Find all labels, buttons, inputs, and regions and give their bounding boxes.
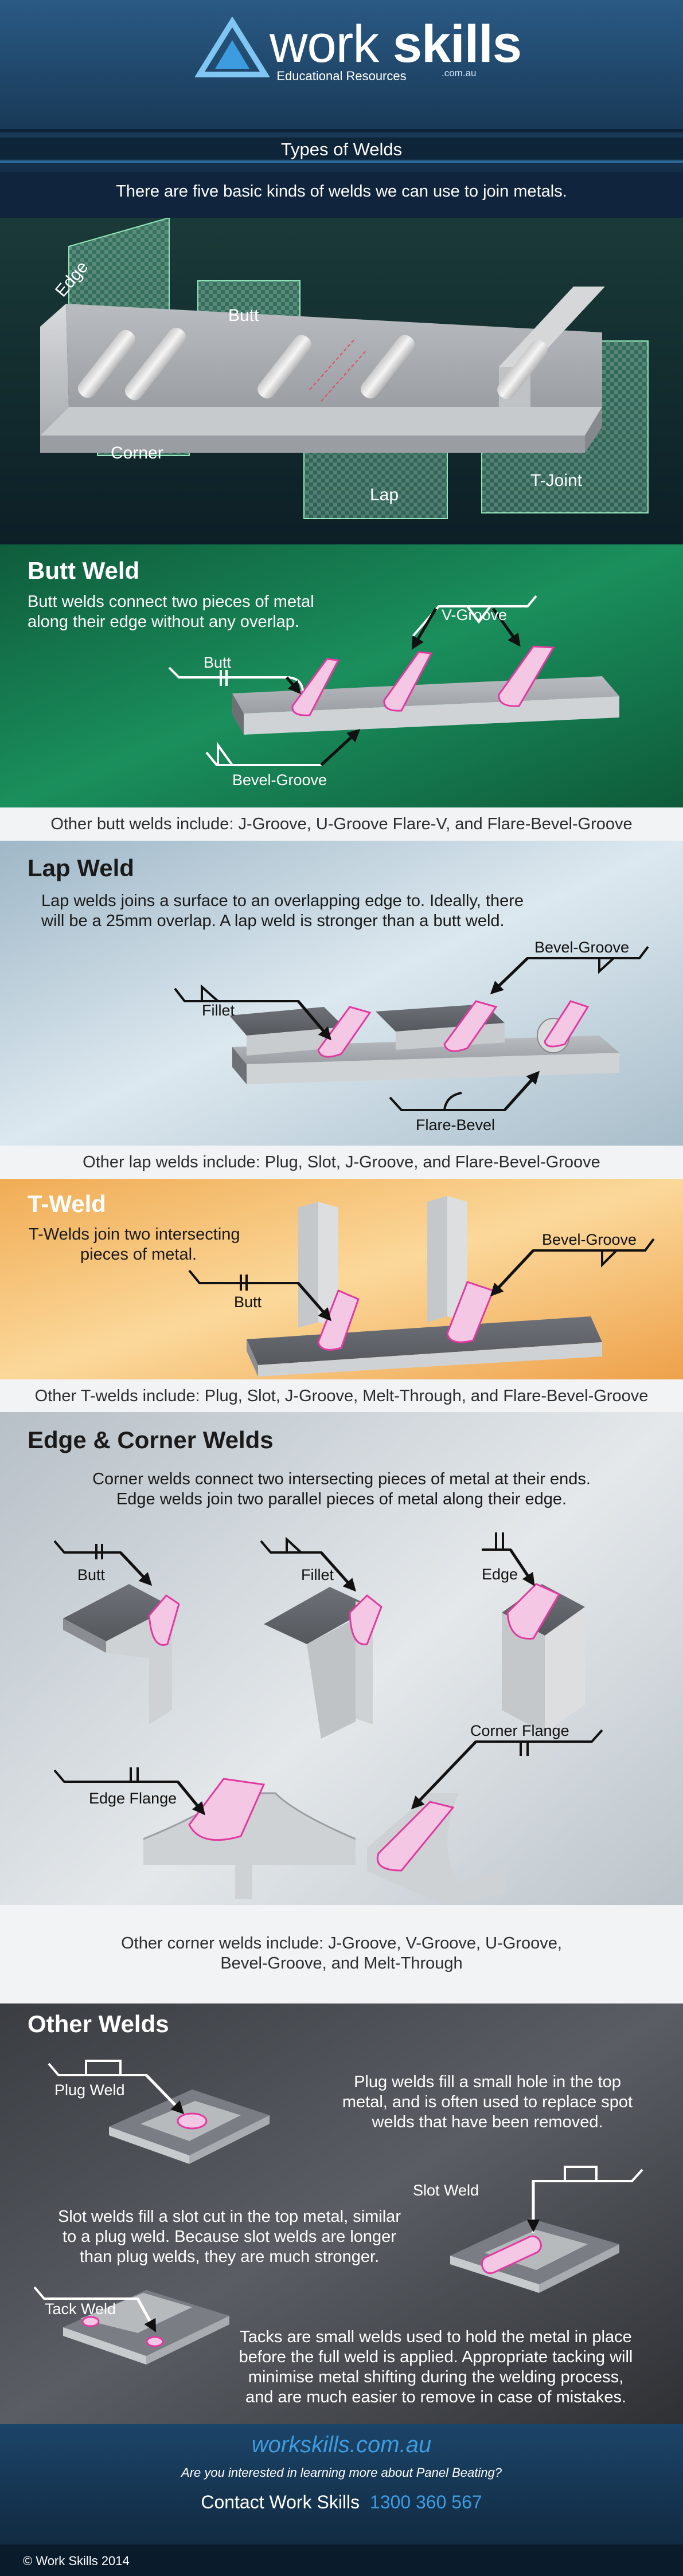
site-footer: workskills.com.au Are you interested in … bbox=[0, 2424, 683, 2576]
edge-corner-diagram: Butt Fillet Edge Edge Flange Corner Fla bbox=[53, 1532, 603, 1905]
edge-corner-footer-1: Other corner welds include: J-Groove, V-… bbox=[121, 1934, 562, 1952]
edge-corner-title: Edge & Corner Welds bbox=[28, 1426, 274, 1453]
header-background bbox=[0, 0, 683, 218]
butt-symbol-line bbox=[168, 666, 304, 691]
lap-weld-diagram: Fillet Bevel-Groove Flare-Bevel bbox=[174, 939, 649, 1134]
footer-copyright: © Work Skills 2014 bbox=[23, 2554, 130, 2568]
lap-weld-section: Lap Weld Lap welds joins a surface to an… bbox=[0, 841, 683, 1179]
other-welds-title: Other Welds bbox=[28, 2010, 169, 2037]
label-butt: Butt bbox=[228, 306, 259, 325]
plug-desc-3: welds that have been removed. bbox=[372, 2113, 603, 2131]
footer-url-link[interactable]: workskills.com.au bbox=[251, 2432, 432, 2457]
label-slot-weld: Slot Weld bbox=[413, 2182, 479, 2199]
label-edge: Edge bbox=[482, 1566, 518, 1583]
label-fillet: Fillet bbox=[202, 1002, 235, 1019]
footer-contact: Contact Work Skills 1300 360 567 bbox=[0, 2492, 683, 2513]
label-flare-bevel: Flare-Bevel bbox=[416, 1116, 495, 1134]
label-bevel-groove: Bevel-Groove bbox=[542, 1231, 637, 1248]
label-bevel-groove: Bevel-Groove bbox=[534, 939, 629, 956]
other-welds-section: Other Welds Plug Weld Slot Weld Tack Wel… bbox=[0, 2003, 683, 2424]
footer-background bbox=[0, 2424, 683, 2576]
t-weld-section: T-Weld T-Welds join two intersecting pie… bbox=[0, 1179, 683, 1412]
lap-weld-title: Lap Weld bbox=[28, 854, 134, 881]
t-weld-diagram: Butt Bevel-Groove bbox=[188, 1196, 655, 1377]
t-weld-desc-1: T-Welds join two intersecting bbox=[29, 1225, 240, 1244]
flare-symbol-line bbox=[389, 1075, 537, 1111]
slot-desc-3: than plug welds, they are much stronger. bbox=[79, 2248, 380, 2266]
butt-weld-section: Butt Weld Butt welds connect two pieces … bbox=[0, 544, 683, 841]
overview-diagram: Edge Corner Butt Lap T-Joint bbox=[0, 218, 683, 544]
footer-phone-link[interactable]: 1300 360 567 bbox=[369, 2492, 482, 2512]
vgroove-symbol-line bbox=[412, 595, 537, 637]
butt-weld-title: Butt Weld bbox=[28, 557, 140, 584]
footer-question: Are you interested in learning more abou… bbox=[181, 2465, 502, 2480]
edge-corner-desc-2: Edge welds join two parallel pieces of m… bbox=[116, 1490, 567, 1508]
brand-name: work skills bbox=[270, 14, 522, 75]
label-lap: Lap bbox=[370, 485, 399, 504]
label-vgroove: V-Groove bbox=[442, 606, 507, 624]
label-butt: Butt bbox=[204, 654, 232, 671]
butt-weld-diagram: Butt V-Groove Bevel-Groove bbox=[168, 595, 619, 789]
tack-desc-1: Tacks are small welds used to hold the m… bbox=[240, 2328, 632, 2346]
label-bevel-groove: Bevel-Groove bbox=[232, 771, 327, 789]
butt-weld-desc-1: Butt welds connect two pieces of metal bbox=[28, 593, 314, 611]
butt-weld-background bbox=[0, 544, 683, 807]
label-edge-flange: Edge Flange bbox=[89, 1790, 177, 1807]
footer-contact-label: Contact Work Skills bbox=[201, 2492, 360, 2512]
lap-weld-desc-1: Lap welds joins a surface to an overlapp… bbox=[41, 892, 524, 910]
edge-corner-section: Edge & Corner Welds Corner welds connect… bbox=[0, 1412, 683, 2003]
butt-weld-bead bbox=[291, 645, 555, 716]
t-weld-title: T-Weld bbox=[28, 1190, 106, 1217]
logo-icon bbox=[195, 17, 270, 77]
brand-tagline: Educational Resources bbox=[276, 69, 407, 83]
label-plug-weld: Plug Weld bbox=[54, 2081, 125, 2099]
slot-desc-1: Slot welds fill a slot cut in the top me… bbox=[58, 2208, 401, 2226]
edge-corner-footer-2: Bevel-Groove, and Melt-Through bbox=[220, 1954, 463, 1973]
brand-skills: skills bbox=[392, 15, 522, 73]
t-weld-desc-2: pieces of metal. bbox=[80, 1245, 197, 1264]
label-fillet: Fillet bbox=[301, 1566, 334, 1583]
lap-weld-desc-2: will be a 25mm overlap. A lap weld is st… bbox=[41, 912, 505, 930]
brand-work: work bbox=[270, 15, 379, 73]
label-corner: Corner bbox=[111, 444, 163, 462]
tack-desc-4: and are much easier to remove in case of… bbox=[245, 2388, 627, 2406]
tack-desc-2: before the full weld is applied. Appropr… bbox=[239, 2348, 633, 2366]
lap-weld-footer: Other lap welds include: Plug, Slot, J-G… bbox=[0, 1146, 683, 1179]
label-corner-flange: Corner Flange bbox=[470, 1722, 569, 1739]
edge-corner-desc-1: Corner welds connect two intersecting pi… bbox=[92, 1470, 591, 1488]
tack-desc-3: minimise metal shifting during the weldi… bbox=[248, 2368, 624, 2386]
label-tjoint: T-Joint bbox=[530, 471, 583, 490]
plug-desc-1: Plug welds fill a small hole in the top bbox=[354, 2073, 621, 2091]
label-tack-weld: Tack Weld bbox=[45, 2300, 116, 2318]
weld-types-overview: Edge Corner Butt Lap T-Joint bbox=[0, 218, 683, 544]
slot-desc-2: to a plug weld. Because slot welds are l… bbox=[63, 2228, 396, 2246]
other-welds-diagram: Plug Weld Slot Weld Tack Weld bbox=[33, 2060, 643, 2365]
intro-text: There are five basic kinds of welds we c… bbox=[116, 182, 567, 201]
label-butt: Butt bbox=[234, 1293, 262, 1311]
butt-weld-footer: Other butt welds include: J-Groove, U-Gr… bbox=[0, 807, 683, 841]
brand-domain: .com.au bbox=[442, 68, 477, 79]
label-butt: Butt bbox=[77, 1566, 106, 1583]
page-title: Types of Welds bbox=[280, 139, 403, 159]
butt-weld-desc-2: along their edge without any overlap. bbox=[28, 613, 299, 631]
plug-desc-2: metal, and is often used to replace spot bbox=[342, 2093, 633, 2111]
lap-weld-background bbox=[0, 841, 683, 1146]
t-weld-footer: Other T-welds include: Plug, Slot, J-Gro… bbox=[0, 1379, 683, 1412]
site-header: work skills .com.au Educational Resource… bbox=[0, 0, 683, 218]
other-welds-background bbox=[0, 2003, 683, 2424]
